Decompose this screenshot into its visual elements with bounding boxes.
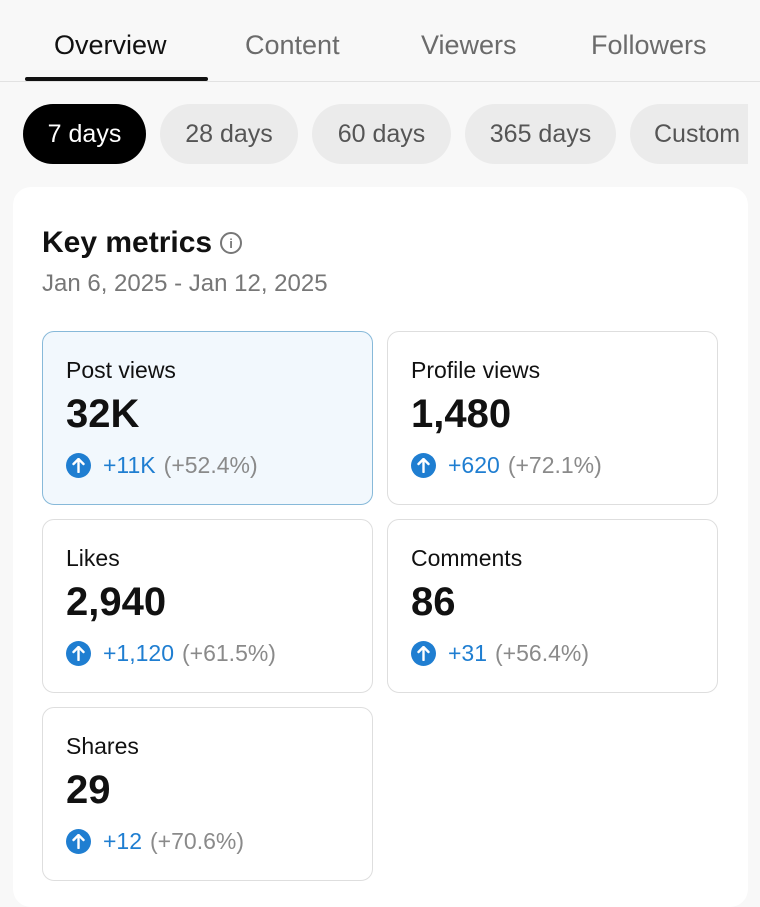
metric-card-likes[interactable]: Likes 2,940 +1,120 (+61.5%) [42,519,373,693]
delta-percent: (+52.4%) [163,452,258,478]
section-title: Key metrics [42,226,213,259]
metric-value: 29 [66,768,111,812]
metric-label: Comments [411,545,523,571]
range-chip-7-days[interactable]: 7 days [23,104,146,164]
arrow-up-icon [66,453,91,478]
metric-card-post-views[interactable]: Post views 32K +11K (+52.4%) [42,331,373,505]
delta-percent: (+72.1%) [507,452,602,478]
arrow-up-icon [66,641,91,666]
metric-value: 86 [411,580,456,624]
delta-absolute: +1,120 [103,640,174,666]
metric-label: Shares [66,733,139,759]
delta-percent: (+61.5%) [182,640,276,666]
metric-card-profile-views[interactable]: Profile views 1,480 +620 (+72.1%) [387,331,718,505]
metric-delta: +12 (+70.6%) [66,828,244,855]
tab-overview[interactable]: Overview [54,30,167,60]
delta-absolute: +31 [448,640,488,666]
delta-percent: (+56.4%) [495,640,589,666]
top-tab-bar: Overview Content Viewers Followers [0,0,760,82]
active-tab-indicator [25,77,208,81]
metric-value: 32K [66,392,140,436]
tab-followers[interactable]: Followers [591,30,707,60]
metric-value: 2,940 [66,580,167,624]
metric-value: 1,480 [411,392,512,436]
delta-absolute: +620 [448,452,500,478]
metric-label: Likes [66,545,120,571]
info-icon[interactable]: i [220,232,243,254]
range-chip-365-days[interactable]: 365 days [465,104,616,164]
delta-absolute: +11K [103,452,156,478]
metric-delta: +31 (+56.4%) [411,640,589,667]
metric-delta: +1,120 (+61.5%) [66,640,276,667]
metric-delta: +620 (+72.1%) [411,452,602,479]
arrow-up-icon [411,453,436,478]
range-chip-28-days[interactable]: 28 days [160,104,298,164]
metric-card-comments[interactable]: Comments 86 +31 (+56.4%) [387,519,718,693]
arrow-up-icon [411,641,436,666]
key-metrics-header: Key metrics i [42,226,243,260]
arrow-up-icon [66,829,91,854]
range-chip-60-days[interactable]: 60 days [312,104,451,164]
metric-card-shares[interactable]: Shares 29 +12 (+70.6%) [42,707,373,881]
metric-label: Profile views [411,357,541,383]
delta-absolute: +12 [103,828,143,854]
delta-percent: (+70.6%) [150,828,244,854]
tab-content[interactable]: Content [245,30,340,60]
metric-delta: +11K (+52.4%) [66,452,258,479]
range-chip-custom[interactable]: Custom [630,104,748,164]
date-range: Jan 6, 2025 - Jan 12, 2025 [42,270,328,297]
tab-viewers[interactable]: Viewers [421,30,517,60]
metric-label: Post views [66,357,176,383]
